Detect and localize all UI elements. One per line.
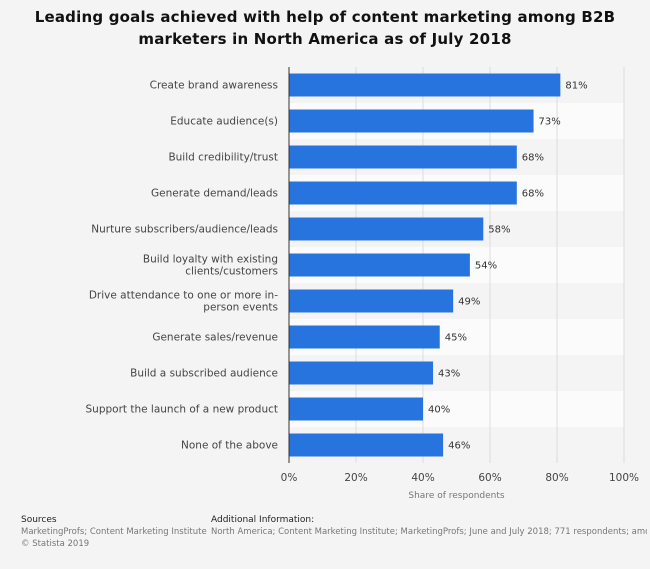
data-label: 58% [488,225,510,236]
data-label: 40% [428,405,450,416]
category-label: Support the launch of a new product [86,404,279,416]
sources-block: Sources MarketingProfs; Content Marketin… [21,514,207,550]
sources-heading: Sources [21,515,57,525]
category-label: Create brand awareness [150,80,278,92]
chart-title: Leading goals achieved with help of cont… [0,6,650,50]
data-label: 46% [448,441,470,452]
data-label: 54% [475,261,497,272]
category-label: Generate sales/revenue [152,332,278,344]
bar [289,181,517,205]
bar [289,73,561,97]
data-label: 81% [565,81,587,92]
category-label: Generate demand/leads [151,188,278,200]
data-label: 45% [445,333,467,344]
additional-info-block: Additional Information: North America; C… [211,514,647,538]
category-label: clients/customers [185,266,278,278]
x-tick-label: 40% [411,472,434,484]
sources-text-1[interactable]: MarketingProfs; Content Marketing Instit… [21,527,207,537]
bar [289,253,470,277]
x-tick-label: 100% [609,472,639,484]
category-label: Drive attendance to one or more in- [89,290,278,302]
chart-title-line-1: Leading goals achieved with help of cont… [34,8,616,26]
category-label: Build a subscribed audience [130,368,278,380]
x-tick-label: 60% [478,472,501,484]
category-label: person events [203,302,278,314]
category-label: Build credibility/trust [168,152,278,164]
bar [289,325,440,349]
bar [289,289,454,313]
bar [289,361,434,385]
data-label: 49% [458,297,480,308]
x-axis-label: Share of respondents [408,491,505,501]
bar [289,397,423,421]
x-tick-label: 80% [545,472,568,484]
category-label: None of the above [181,440,278,452]
data-label: 73% [539,117,561,128]
sources-text-2: © Statista 2019 [21,539,90,549]
additional-info-heading: Additional Information: [211,515,315,525]
data-label: 68% [522,189,544,200]
bar [289,109,534,133]
additional-info-text: North America; Content Marketing Institu… [211,527,647,537]
data-label: 43% [438,369,460,380]
category-label: Nurture subscribers/audience/leads [91,224,278,236]
chart-title-line-2: marketers in North America as of July 20… [138,30,512,48]
bar [289,217,484,241]
bar [289,145,517,169]
bar [289,433,444,457]
category-label: Build loyalty with existing [143,254,278,266]
x-tick-label: 0% [281,472,298,484]
category-label: Educate audience(s) [170,116,278,128]
data-label: 68% [522,153,544,164]
x-tick-label: 20% [344,472,367,484]
